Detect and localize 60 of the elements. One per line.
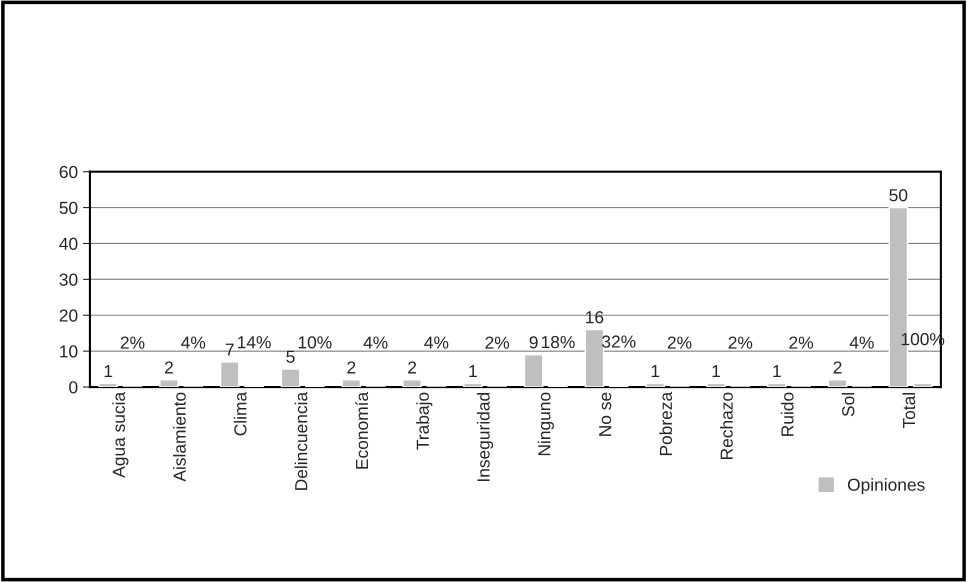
- data-label: 18%: [542, 336, 575, 348]
- y-tick-label: 60: [60, 166, 78, 178]
- data-label: 14%: [238, 336, 271, 348]
- data-label: 2: [347, 361, 356, 374]
- data-label: 1: [712, 365, 720, 378]
- y-tick-label: 40: [59, 238, 78, 250]
- data-label: 10%: [298, 336, 332, 349]
- bar: [341, 379, 362, 388]
- bar: [766, 382, 787, 388]
- y-tick-label: 10: [60, 345, 78, 358]
- data-label: 4%: [850, 336, 874, 349]
- x-tick-label: Ninguno: [538, 392, 554, 456]
- bar: [280, 368, 300, 388]
- data-label: 2: [834, 361, 842, 374]
- legend-label: Opiniones: [848, 478, 925, 494]
- x-tick-label: Aislamiento: [173, 392, 186, 482]
- y-tick-label: 50: [60, 202, 78, 214]
- bar: [706, 382, 726, 388]
- x-tick-label: Rechazo: [720, 392, 733, 459]
- x-tick-label: Clima: [234, 392, 247, 436]
- data-label: 1: [469, 365, 477, 378]
- data-label: 50: [889, 189, 908, 202]
- data-label: 2%: [728, 336, 752, 349]
- x-tick-label: Agua sucia: [112, 392, 128, 478]
- y-tick-label: 20: [60, 309, 78, 322]
- y-tick-label: 0: [69, 381, 78, 394]
- x-tick-label: Delincuencia: [294, 392, 308, 490]
- x-tick-label: Total: [902, 393, 916, 428]
- data-label: 1: [652, 365, 660, 378]
- x-tick-label: Sol: [842, 393, 854, 416]
- bar: [912, 382, 932, 388]
- bar: [159, 379, 179, 388]
- data-label: 2: [164, 361, 173, 374]
- bar: [645, 382, 666, 388]
- x-tick-label: Inseguridad: [476, 393, 494, 482]
- data-label: 5: [286, 350, 295, 363]
- bar: [828, 379, 848, 388]
- data-label: 1: [773, 365, 781, 378]
- bar: [463, 382, 483, 388]
- data-label: 4%: [363, 336, 388, 349]
- x-tick-label: Economía: [355, 392, 368, 469]
- data-label: 9: [530, 336, 538, 349]
- data-label: 2%: [486, 336, 510, 349]
- data-label: 32%: [602, 335, 636, 348]
- bar: [402, 379, 422, 388]
- bar: [98, 382, 118, 388]
- x-tick-label: No se: [599, 392, 612, 436]
- x-tick-label: Pobreza: [659, 392, 672, 456]
- data-label: 2%: [668, 336, 692, 349]
- x-tick-label: Trabajo: [416, 392, 432, 450]
- data-label: 1: [104, 365, 112, 378]
- data-label: 2%: [120, 336, 144, 349]
- y-tick-label: 30: [59, 274, 78, 286]
- data-label: 2: [408, 361, 416, 374]
- bar: [524, 354, 544, 388]
- bar: [220, 361, 240, 388]
- data-label: 2%: [789, 336, 814, 349]
- data-label: 4%: [424, 336, 448, 349]
- data-label: 4%: [181, 336, 206, 349]
- x-tick-label: Ruido: [780, 392, 794, 436]
